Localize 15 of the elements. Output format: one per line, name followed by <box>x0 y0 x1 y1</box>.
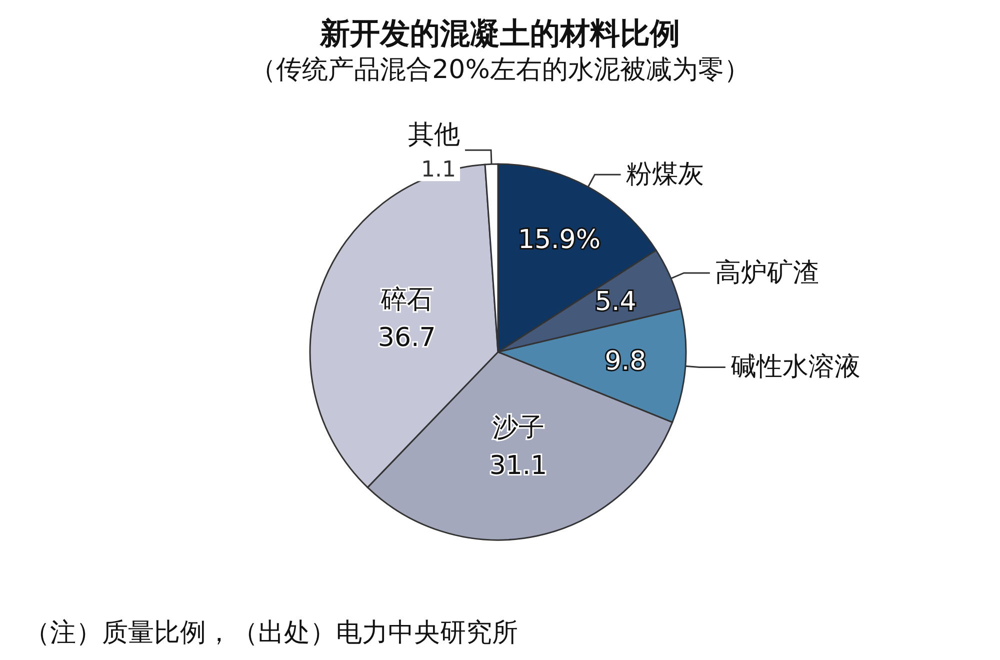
slice-label: 沙子 <box>492 412 544 443</box>
slice-label: 高炉矿渣 <box>714 258 819 288</box>
data-label: 31.1 <box>489 450 548 481</box>
slice-label: 其他 <box>408 120 460 150</box>
chart-subtitle: （传统产品混合20%左右的水泥被减为零） <box>250 55 750 85</box>
data-label: 15.9% <box>518 224 601 255</box>
slice-label: 粉煤灰 <box>626 160 704 190</box>
data-label: 1.1 <box>421 158 456 183</box>
data-label: 36.7 <box>378 322 436 353</box>
data-label: 9.8 <box>604 346 646 377</box>
chart-title: 新开发的混凝土的材料比例 <box>319 16 680 52</box>
slice-label: 碱性水溶液 <box>730 352 860 382</box>
data-label: 5.4 <box>594 286 636 317</box>
slice-label: 碎石 <box>380 284 433 315</box>
text: （注）质量比例，（出处）电力中央研究所 <box>24 618 518 648</box>
